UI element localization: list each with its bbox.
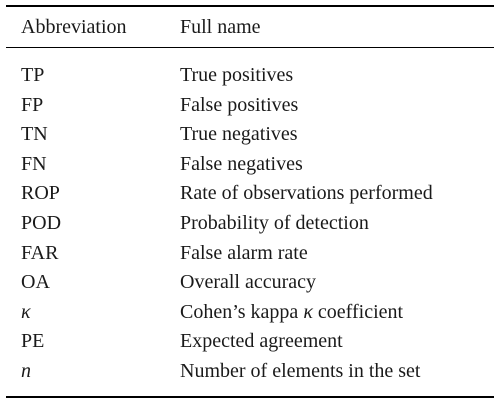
table-header: Abbreviation Full name [0, 14, 500, 40]
header-full-name: Full name [180, 16, 261, 38]
table-row: FP False positives [0, 92, 500, 122]
table-row: FN False negatives [0, 151, 500, 181]
cell-abbreviation: κ [21, 300, 31, 323]
cell-full-name: Number of elements in the set [180, 359, 421, 382]
cell-full-name: True positives [180, 64, 294, 86]
top-rule [6, 5, 494, 7]
table-row: PE Expected agreement [0, 328, 500, 358]
header-abbreviation: Abbreviation [21, 16, 127, 38]
cell-abbreviation: n [21, 359, 31, 382]
table-row: POD Probability of detection [0, 210, 500, 240]
cell-abbreviation: PE [21, 330, 45, 353]
table-row: OA Overall accuracy [0, 269, 500, 299]
cell-full-name: Overall accuracy [180, 271, 317, 294]
table-row: n Number of elements in the set [0, 358, 500, 388]
cell-abbreviation: FAR [21, 241, 59, 264]
cell-full-name: False negatives [180, 152, 303, 175]
cell-full-name: True negatives [180, 123, 298, 146]
cell-abbreviation: TN [21, 123, 48, 146]
cell-full-name: Expected agreement [180, 330, 343, 353]
cell-full-name: False alarm rate [180, 241, 308, 264]
table-row: ROP Rate of observations performed [0, 180, 500, 210]
cell-full-name: Rate of observations performed [180, 182, 433, 205]
cell-abbreviation: FN [21, 152, 47, 175]
cell-abbreviation: ROP [21, 182, 60, 205]
header-rule [6, 47, 494, 48]
kappa-symbol: κ [303, 300, 313, 323]
cell-full-name: Probability of detection [180, 211, 369, 234]
cell-full-name: Cohen’s kappa κ coefficient [180, 300, 404, 323]
cell-abbreviation: POD [21, 211, 62, 234]
cell-abbreviation: TP [21, 64, 45, 86]
table-row: TP True positives [0, 62, 500, 92]
table-row: TN True negatives [0, 121, 500, 151]
bottom-rule [6, 396, 494, 398]
table-row: κ Cohen’s kappa κ coefficient [0, 299, 500, 329]
cell-abbreviation: OA [21, 271, 50, 294]
cell-full-name: False positives [180, 93, 299, 116]
cell-abbreviation: FP [21, 93, 44, 116]
table-body: TP True positives FP False positives TN … [0, 62, 500, 388]
table-row: FAR False alarm rate [0, 240, 500, 270]
